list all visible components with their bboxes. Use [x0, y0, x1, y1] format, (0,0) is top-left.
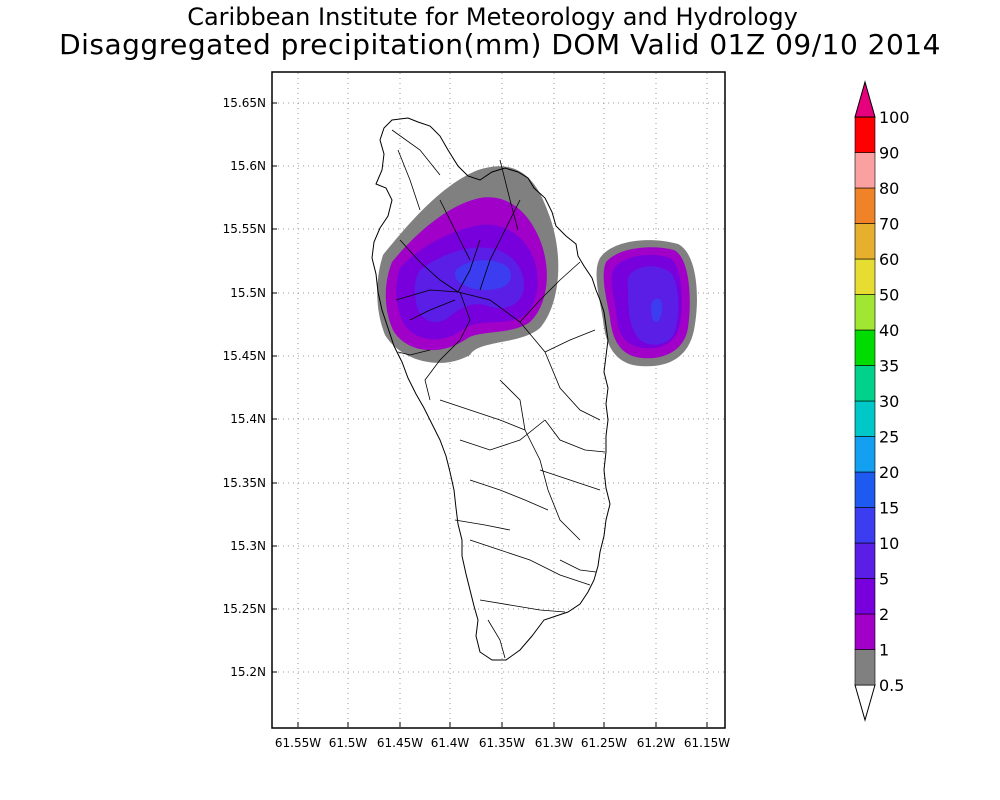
x-tick-label: 61.55W — [275, 736, 321, 750]
colorbar-label: 40 — [879, 321, 899, 340]
colorbar-segment — [854, 507, 876, 544]
colorbar-segment — [854, 152, 876, 189]
longitude-tick-labels: 61.55W 61.5W 61.45W 61.4W 61.35W 61.3W 61.25W 6… — [275, 736, 730, 750]
colorbar-label: 30 — [879, 392, 899, 411]
colorbar-segment — [854, 258, 876, 295]
y-tick-label: 15.2N — [230, 665, 266, 679]
x-tick-label: 61.2W — [637, 736, 676, 750]
y-tick-label: 15.55N — [223, 222, 266, 236]
colorbar-under-triangle — [854, 684, 876, 722]
plot-frame — [271, 71, 726, 729]
x-tick-label: 61.35W — [479, 736, 525, 750]
colorbar-segment — [854, 578, 876, 615]
dominica-coastline — [371, 117, 611, 661]
colorbar-segment — [854, 187, 876, 224]
colorbar-segment — [854, 223, 876, 260]
colorbar-segment — [854, 329, 876, 366]
x-tick-label: 61.25W — [581, 736, 627, 750]
chart-title: Caribbean Institute for Meteorology and … — [187, 3, 798, 31]
colorbar-segment — [854, 294, 876, 331]
x-tick-label: 61.4W — [431, 736, 470, 750]
colorbar-segment — [854, 613, 876, 650]
colorbar-over-triangle — [854, 80, 876, 118]
colorbar-label: 15 — [879, 499, 899, 518]
colorbar-label: 10 — [879, 534, 899, 553]
coastline — [371, 117, 611, 661]
y-tick-label: 15.4N — [230, 412, 266, 426]
colorbar-label: 0.5 — [879, 676, 904, 695]
colorbar-label: 100 — [879, 108, 910, 127]
colorbar-label: 50 — [879, 286, 899, 305]
chart-subtitle: Disaggregated precipitation(mm) DOM Vali… — [59, 28, 941, 61]
latitude-tick-labels: 15.65N 15.6N 15.55N 15.5N 15.45N 15.4N 15.35N 1… — [223, 96, 266, 679]
colorbar-label: 2 — [879, 605, 889, 624]
colorbar-label: 25 — [879, 428, 899, 447]
colorbar-segment — [854, 436, 876, 473]
colorbar-label: 5 — [879, 570, 889, 589]
precip-cell-east-10 — [651, 298, 662, 322]
colorbar-segment — [854, 471, 876, 508]
y-tick-label: 15.6N — [230, 159, 266, 173]
y-tick-label: 15.35N — [223, 476, 266, 490]
x-tick-label: 61.15W — [684, 736, 730, 750]
y-tick-label: 15.5N — [230, 286, 266, 300]
colorbar-label: 60 — [879, 250, 899, 269]
colorbar-label: 70 — [879, 215, 899, 234]
precip-cell-west-10 — [454, 260, 512, 291]
colorbar-label: 90 — [879, 144, 899, 163]
watershed-boundaries — [391, 129, 606, 659]
colorbar-segment — [854, 542, 876, 579]
colorbar-segment — [854, 400, 876, 437]
colorbar-segment — [854, 649, 876, 686]
x-tick-label: 61.5W — [329, 736, 368, 750]
colorbar-label: 1 — [879, 641, 889, 660]
colorbar-segment — [854, 365, 876, 402]
colorbar-label: 20 — [879, 463, 899, 482]
colorbar-label: 35 — [879, 357, 899, 376]
x-tick-label: 61.45W — [377, 736, 423, 750]
y-tick-label: 15.25N — [223, 602, 266, 616]
x-tick-label: 61.3W — [535, 736, 574, 750]
y-tick-label: 15.65N — [223, 96, 266, 110]
y-tick-label: 15.3N — [230, 539, 266, 553]
colorbar-segment — [854, 116, 876, 153]
colorbar-label: 80 — [879, 179, 899, 198]
y-tick-label: 15.45N — [223, 349, 266, 363]
